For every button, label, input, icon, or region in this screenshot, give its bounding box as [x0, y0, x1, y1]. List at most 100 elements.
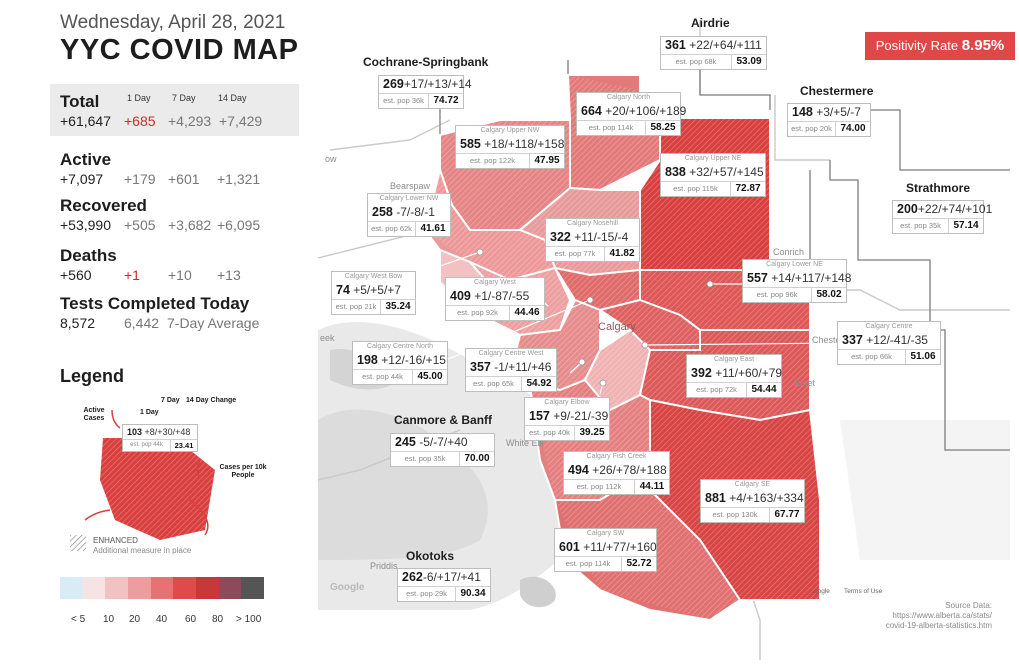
source-credit: Source Data: https://www.alberta.ca/stat…: [800, 601, 992, 631]
positivity-value: 8.95%: [961, 37, 1005, 54]
area-name: Calgary Centre West: [478, 350, 544, 357]
map-terms-link[interactable]: Terms of Use: [844, 588, 883, 595]
map-label-calgary: Calgary: [598, 321, 636, 333]
total-1day: +685: [124, 113, 156, 129]
source-line-3[interactable]: covid-19-alberta-statistics.htm: [885, 621, 992, 630]
scale-swatch: [82, 577, 106, 599]
area-name: Calgary Centre: [865, 323, 913, 330]
area-name: Calgary West: [474, 279, 516, 286]
rate: 54.92: [521, 377, 556, 391]
rate: 44.46: [509, 306, 544, 320]
rate: 72.87: [730, 182, 765, 196]
cases: 557: [747, 271, 768, 285]
population: est. pop 112k: [576, 482, 622, 491]
area-name: Calgary Upper NE: [684, 155, 742, 162]
report-date: Wednesday, April 28, 2021: [60, 12, 286, 33]
area-box-west-bow: Calgary West Bow 74 +5/+5/+7 est. pop 21…: [331, 271, 416, 315]
tests-label: Tests Completed Today: [60, 294, 250, 313]
area-box-east: Calgary East 392 +11/+60/+79 est. pop 72…: [686, 354, 782, 398]
map-google-logo: Google: [330, 582, 365, 593]
region-box-airdrie: 361 +22/+64/+111 est. pop 68k 53.09: [660, 36, 767, 70]
rate: 74.00: [835, 122, 870, 136]
scale-swatch: [128, 577, 151, 599]
legend-enhanced-title: ENHANCED: [93, 536, 138, 545]
legend-title: Legend: [60, 366, 125, 386]
legend-example-rate: 23.41: [170, 440, 197, 451]
area-box-centre-west: Calgary Centre West 357 -1/+11/+46 est. …: [465, 348, 557, 392]
deaths-1day: +1: [124, 267, 140, 283]
cases: 585: [460, 137, 481, 151]
area-name: Calgary Centre North: [366, 343, 434, 350]
population: est. pop 36k: [383, 96, 424, 105]
rate: 35.24: [380, 300, 415, 314]
total-7day: +4,293: [168, 113, 212, 129]
cases: 74: [336, 283, 350, 297]
cases: 361: [665, 38, 686, 52]
region-name-strathmore: Strathmore: [906, 181, 971, 195]
area-box-centre: Calgary Centre 337 +12/-41/-35 est. pop …: [837, 321, 941, 365]
changes: +26/+78/+188: [592, 463, 667, 477]
scale-label: 60: [185, 614, 197, 625]
legend-example-cases: 103: [127, 427, 143, 437]
total-14day: +7,429: [219, 113, 263, 129]
deaths-14day: +13: [217, 267, 241, 283]
cases: 157: [529, 409, 550, 423]
area-box-nosehill: Calgary Nosehill 322 +11/-15/-4 est. pop…: [545, 218, 640, 262]
region-name-airdrie: Airdrie: [691, 16, 730, 30]
rate: 52.72: [621, 557, 656, 571]
cases: 357: [470, 360, 491, 374]
recovered-1day: +505: [124, 217, 156, 233]
rate: 58.25: [645, 121, 680, 135]
map-label-chestermere-town: Cheste: [812, 335, 841, 345]
population: est. pop 130k: [712, 510, 758, 519]
area-box-centre-north: Calgary Centre North 198 +12/-16/+15 est…: [352, 341, 448, 385]
scale-swatch: [60, 577, 83, 599]
region-box-okotoks: 262-6/+17/+41 est. pop 29k 90.34: [397, 568, 491, 602]
area-name: Calgary Elbow: [544, 399, 590, 406]
legend-1day-label: 1 Day: [140, 409, 159, 416]
cases: 838: [665, 165, 686, 179]
changes: -6/+17/+41: [422, 570, 481, 584]
population: est. pop 72k: [696, 385, 737, 394]
color-scale: [60, 577, 265, 599]
population: est. pop 66k: [851, 352, 892, 361]
rate: 70.00: [459, 452, 494, 466]
map-label-janet: Janet: [793, 378, 816, 388]
scale-label: 20: [129, 614, 141, 625]
scale-label: 40: [156, 614, 168, 625]
map-label-priddis: Priddis: [370, 561, 398, 571]
positivity-label: Positivity Rate: [875, 38, 959, 53]
population: est. pop 62k: [371, 224, 412, 233]
cases: 245: [395, 435, 416, 449]
recovered-label: Recovered: [60, 196, 147, 215]
changes: +3/+5/-7: [816, 105, 861, 119]
population: est. pop 35k: [404, 454, 446, 463]
population: est. pop 20k: [791, 124, 832, 133]
cases: 200: [897, 202, 918, 216]
total-label: Total: [60, 92, 100, 111]
col-header-1day: 1 Day: [127, 93, 151, 103]
area-box-fish-creek: Calgary Fish Creek 494 +26/+78/+188 est.…: [563, 451, 670, 495]
scale-swatch: [196, 577, 219, 599]
changes: +11/+77/+160: [583, 540, 657, 554]
color-scale-labels: < 5 10 20 40 60 80 > 100: [71, 614, 261, 628]
population: est. pop 40k: [529, 428, 570, 437]
changes: -1/+11/+46: [494, 360, 552, 374]
area-box-upper-nw: Calgary Upper NW 585 +18/+118/+158 est. …: [455, 125, 565, 169]
cases: 664: [581, 104, 602, 118]
region-name-chestermere: Chestermere: [800, 84, 874, 98]
cases: 494: [568, 463, 589, 477]
changes: +11/-15/-4: [574, 230, 629, 244]
legend-7day-label: 7 Day: [161, 397, 180, 404]
population: est. pop 35k: [900, 221, 941, 230]
region-name-cochrane: Cochrane-Springbank: [363, 55, 489, 69]
rate: 57.14: [948, 219, 983, 233]
population: est. pop 115k: [673, 184, 718, 193]
rate: 41.61: [415, 222, 450, 236]
total-panel: [50, 84, 299, 136]
area-name: Calgary East: [713, 356, 755, 363]
scale-swatch: [173, 577, 197, 599]
source-line-2[interactable]: https://www.alberta.ca/stats/: [892, 611, 992, 620]
active-label: Active: [60, 150, 112, 169]
area-box-north: Calgary North 664 +20/+106/+189 est. pop…: [576, 92, 686, 136]
